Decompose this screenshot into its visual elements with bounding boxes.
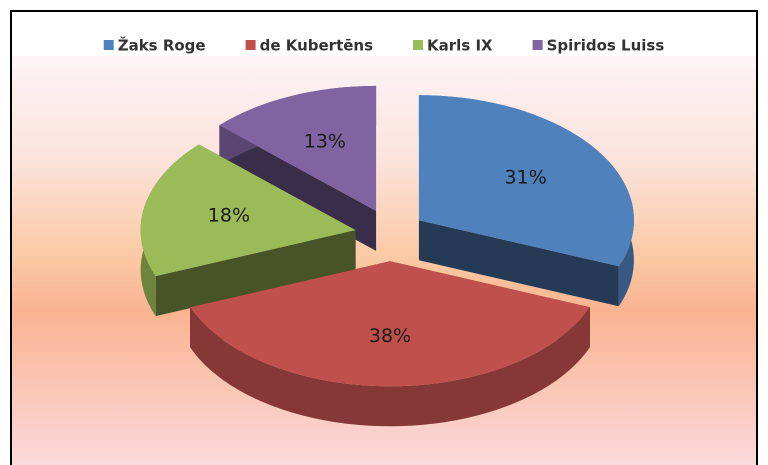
slice-side-wall bbox=[219, 125, 377, 251]
legend-label: Spiridos Luiss bbox=[547, 37, 665, 55]
legend-item: Spiridos Luiss bbox=[532, 37, 665, 55]
pie: 13% 31% 18% 38% bbox=[140, 85, 634, 427]
legend-swatch bbox=[413, 40, 424, 50]
legend-item: Žaks Roge bbox=[103, 36, 206, 55]
legend-label: Karls IX bbox=[427, 37, 493, 55]
legend-swatch bbox=[245, 40, 256, 50]
pie-slice bbox=[418, 95, 634, 307]
pie-slice bbox=[190, 261, 590, 427]
slice-top bbox=[418, 95, 634, 267]
data-label: 31% bbox=[505, 167, 547, 189]
slice-top bbox=[140, 144, 356, 277]
legend: Žaks Roge de Kubertēns Karls IX Spiridos Lu… bbox=[103, 36, 665, 55]
data-label: 18% bbox=[208, 205, 250, 227]
slice-side-wall bbox=[418, 220, 619, 307]
legend-item: Karls IX bbox=[413, 37, 493, 55]
slice-top bbox=[190, 261, 590, 387]
legend-item: de Kubertēns bbox=[245, 37, 374, 55]
slice-outer-wall bbox=[190, 307, 590, 427]
legend-label: Žaks Roge bbox=[118, 36, 206, 55]
pie-slice bbox=[140, 144, 356, 317]
legend-label: de Kubertēns bbox=[260, 37, 374, 55]
pie-slice bbox=[219, 85, 377, 251]
data-label: 38% bbox=[369, 325, 411, 347]
chart-border bbox=[10, 10, 758, 465]
slice-top bbox=[219, 85, 377, 211]
legend-swatch bbox=[532, 40, 543, 50]
data-label: 13% bbox=[304, 131, 346, 153]
slice-side-wall bbox=[155, 230, 356, 317]
legend-swatch bbox=[103, 40, 114, 50]
